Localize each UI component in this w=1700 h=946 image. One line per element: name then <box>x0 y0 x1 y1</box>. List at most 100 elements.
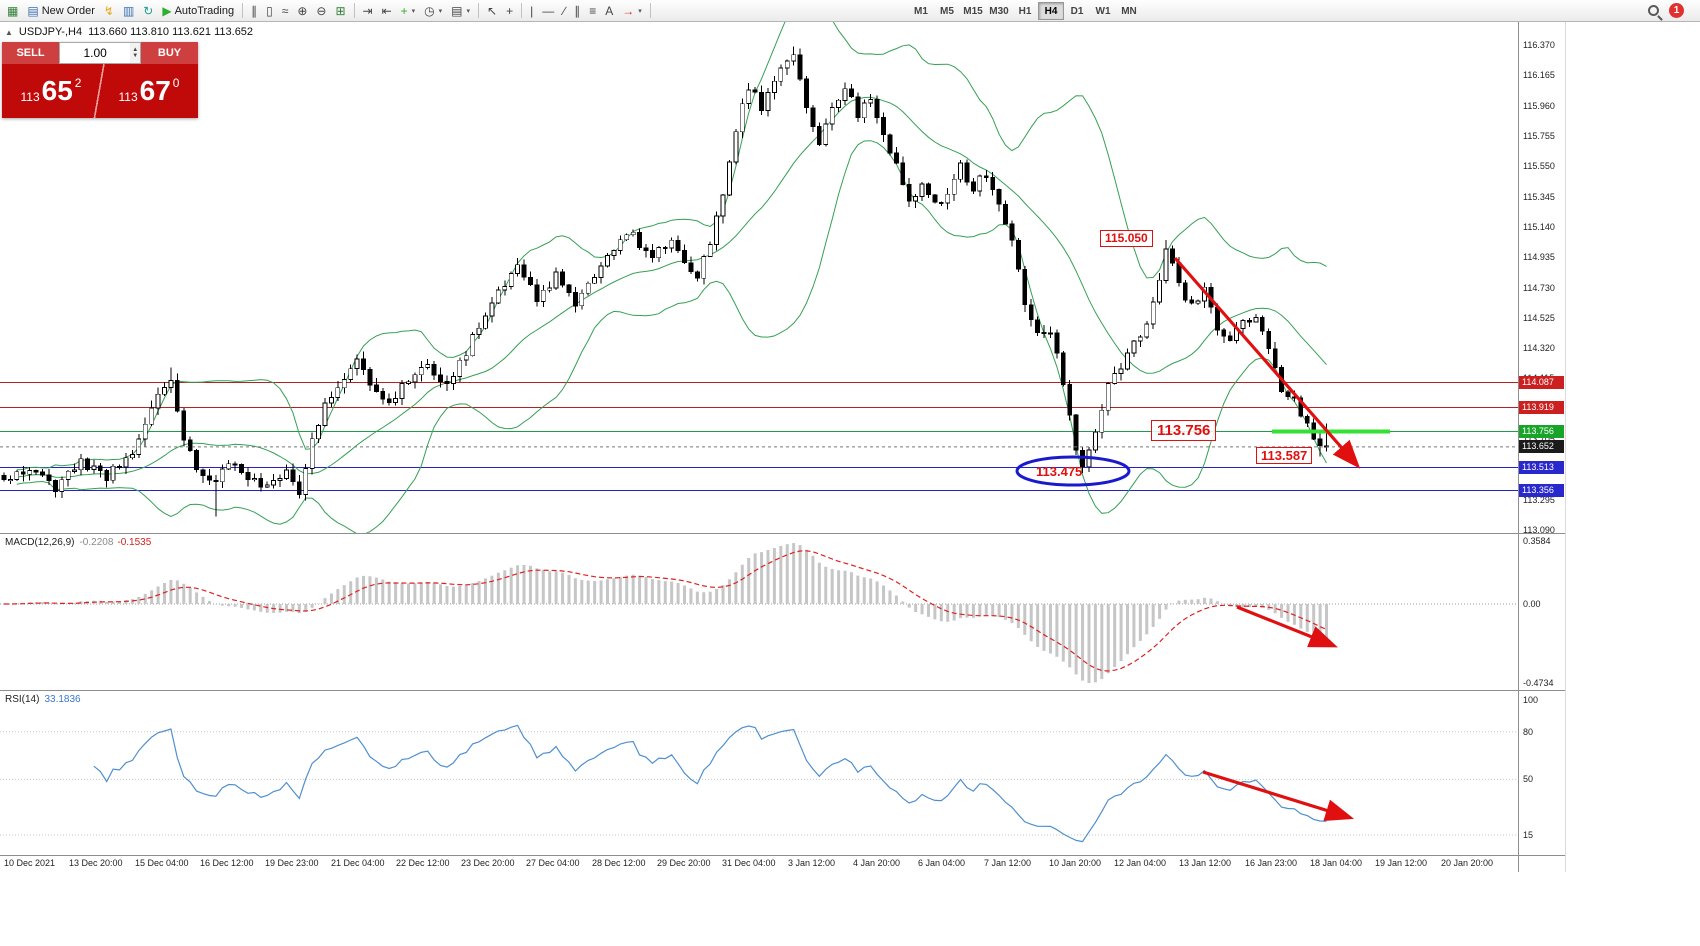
buy-price-prefix: 113 <box>118 90 138 104</box>
timeframe-button-m5[interactable]: M5 <box>940 5 954 17</box>
market-watch-icon[interactable]: ▥ <box>119 2 138 20</box>
cursor-icon: ↖ <box>487 3 498 18</box>
price-axis-label: 114.935 <box>1523 252 1555 262</box>
time-axis-label: 23 Dec 20:00 <box>461 858 515 868</box>
auto-scroll-icon[interactable]: ⇥ <box>359 2 377 20</box>
annotation-swing-low[interactable]: 113.587 <box>1256 447 1313 464</box>
main-chart[interactable] <box>0 22 1518 533</box>
price-tag: 113.513 <box>1519 461 1564 474</box>
price-axis-label: 116.370 <box>1523 40 1555 50</box>
horizontal-line-icon[interactable]: — <box>538 2 558 20</box>
tile-windows-icon[interactable]: ⊞ <box>331 2 349 20</box>
new-order-icon: ▤ <box>27 3 39 18</box>
toolbar-separator <box>649 3 651 18</box>
timeframe-button-m30[interactable]: M30 <box>989 5 1009 17</box>
timeframe-button-h1[interactable]: H1 <box>1018 5 1032 17</box>
timeframe-button-d1[interactable]: D1 <box>1070 5 1084 17</box>
toolbar-separator <box>478 3 480 18</box>
chart-shift-icon[interactable]: ⇤ <box>378 2 396 20</box>
annotation-swing-high[interactable]: 115.050 <box>1100 230 1153 247</box>
crosshair-icon: + <box>506 3 514 18</box>
buy-price-button[interactable]: 113 67 0 <box>100 64 198 118</box>
sell-price-button[interactable]: 113 65 2 <box>2 64 100 118</box>
toolbar-items: ▦ ▤ New Order ↯ ▥ ↻ ▶ AutoTrading ∥ ▯ ≈ ⊕ ⊖ ⊞ ⇥ ⇤ + ▾ ◷ ▾ ▤ ▾… <box>0 2 654 20</box>
vertical-line-icon[interactable]: | <box>526 2 537 20</box>
timeframe-button-m15[interactable]: M15 <box>963 5 983 17</box>
price-axis[interactable]: 116.370 116.165 115.960 115.755 115.550 115.3… <box>1518 22 1565 855</box>
volume-input[interactable] <box>60 43 131 63</box>
macd-axis-label: -0.4734 <box>1523 678 1554 688</box>
volume-up-icon[interactable]: ▲ <box>132 47 139 53</box>
metaeditor-icon[interactable]: ↯ <box>100 2 118 20</box>
rsi-axis-label: 100 <box>1523 695 1539 705</box>
time-axis-label: 13 Dec 20:00 <box>69 858 123 868</box>
search-icon[interactable] <box>1648 5 1659 16</box>
rsi-panel-chart[interactable] <box>0 690 1518 855</box>
annotation-circled-low[interactable]: 113.475 <box>1036 464 1083 479</box>
bollinger-upper-band <box>16 22 1327 471</box>
macd-panel-chart[interactable] <box>0 533 1518 690</box>
annotation-level[interactable]: 113.756 <box>1151 420 1217 441</box>
bar-chart-icon[interactable]: ∥ <box>247 2 261 20</box>
tile-windows-icon: ⊞ <box>335 3 346 18</box>
crosshair-icon[interactable]: + <box>502 2 517 20</box>
time-axis[interactable]: 10 Dec 2021 13 Dec 20:00 15 Dec 04:00 16 De… <box>0 855 1518 873</box>
sell-price-pip: 2 <box>74 76 82 90</box>
trendline-icon[interactable]: ∕ <box>559 2 569 20</box>
price-axis-label: 115.755 <box>1523 131 1555 141</box>
autotrading-button[interactable]: ▶ AutoTrading <box>158 2 238 20</box>
rsi-line <box>93 724 1327 843</box>
auto-scroll-icon: ⇥ <box>362 3 373 18</box>
timeframe-button-m1[interactable]: M1 <box>914 5 928 17</box>
price-tag: 113.756 <box>1519 425 1564 438</box>
line-chart-icon[interactable]: ≈ <box>278 2 293 20</box>
timeframe-button-h4[interactable]: H4 <box>1038 2 1064 20</box>
dropdown-arrow-icon[interactable]: ▾ <box>638 7 642 15</box>
rsi-panel-separator[interactable] <box>0 690 1565 691</box>
timeframe-bar: M1 M5 M15 M30 H1 H4 D1 W1 MN <box>908 2 1142 20</box>
rsi-label: RSI(14) 33.1836 <box>5 694 81 705</box>
time-axis-label: 10 Jan 20:00 <box>1049 858 1102 868</box>
dropdown-arrow-icon[interactable]: ▾ <box>411 7 416 15</box>
chart-window-icon[interactable]: ▦ <box>3 2 22 20</box>
macd-panel-separator[interactable] <box>0 533 1565 534</box>
indicators-icon[interactable]: + ▾ <box>397 2 420 20</box>
periods-icon[interactable]: ◷ ▾ <box>420 2 446 20</box>
dropdown-arrow-icon[interactable]: ▾ <box>438 7 443 15</box>
autotrading-icon: ▶ <box>162 3 172 18</box>
sell-button[interactable]: SELL <box>2 42 59 64</box>
buy-price-pip: 0 <box>172 76 180 90</box>
chart-window-icon: ▦ <box>7 3 19 18</box>
price-tag: 113.652 <box>1519 440 1564 453</box>
arrows-icon[interactable]: → ▾ <box>618 2 646 20</box>
fibonacci-icon[interactable]: ≡ <box>585 2 600 20</box>
zoom-in-icon[interactable]: ⊕ <box>293 2 311 20</box>
zoom-out-icon[interactable]: ⊖ <box>312 2 330 20</box>
sell-price-big: 65 <box>41 75 73 106</box>
downtrend-arrow <box>1173 256 1361 469</box>
dropdown-arrow-icon[interactable]: ▾ <box>466 7 471 15</box>
new-order-button[interactable]: ▤ New Order <box>23 2 99 20</box>
timeframe-button-mn[interactable]: MN <box>1121 5 1137 17</box>
candlestick-chart-icon[interactable]: ▯ <box>262 2 277 20</box>
volume-down-icon[interactable]: ▼ <box>132 53 139 59</box>
channel-icon[interactable]: ∥ <box>570 2 584 20</box>
timeframe-button-w1[interactable]: W1 <box>1095 5 1111 17</box>
buy-button[interactable]: BUY <box>141 42 198 64</box>
price-axis-label: 115.960 <box>1523 101 1555 111</box>
time-axis-label: 16 Jan 23:00 <box>1245 858 1298 868</box>
text-icon[interactable]: A <box>601 2 617 20</box>
strategy-tester-icon[interactable]: ↻ <box>139 2 157 20</box>
trendline-icon: ∕ <box>563 3 566 18</box>
time-axis-label: 19 Dec 23:00 <box>265 858 319 868</box>
sell-price-prefix: 113 <box>20 90 40 104</box>
periods-icon: ◷ <box>424 3 435 18</box>
price-axis-label: 114.320 <box>1523 343 1555 353</box>
rsi-downtrend-arrow <box>1202 770 1355 822</box>
cursor-icon[interactable]: ↖ <box>483 2 501 20</box>
notification-badge[interactable]: 1 <box>1669 3 1684 18</box>
buy-price-big: 67 <box>139 75 171 106</box>
volume-box: ▲ ▼ <box>59 42 141 64</box>
templates-icon[interactable]: ▤ ▾ <box>447 2 474 20</box>
vertical-line-icon: | <box>530 3 534 18</box>
